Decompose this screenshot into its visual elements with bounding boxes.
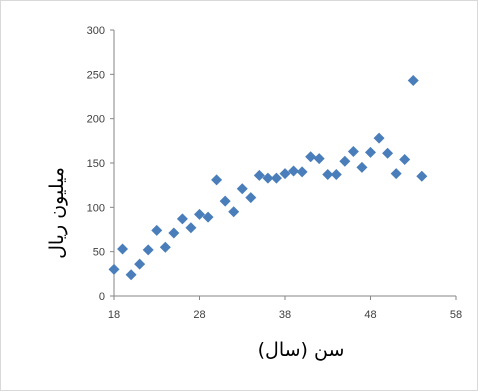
axes <box>110 29 457 300</box>
x-tick-label: 28 <box>193 309 205 321</box>
data-point <box>245 192 257 204</box>
y-tick-label: 0 <box>99 291 105 303</box>
data-point <box>142 244 154 256</box>
x-tick-label: 48 <box>364 309 376 321</box>
data-point <box>322 169 334 181</box>
x-tick-label: 18 <box>108 309 120 321</box>
data-point <box>194 208 205 220</box>
x-tick-label: 38 <box>279 309 291 321</box>
data-point <box>134 258 146 270</box>
y-tick-label: 200 <box>87 114 105 126</box>
data-point <box>228 206 240 218</box>
data-point <box>407 75 419 87</box>
data-point <box>185 222 197 234</box>
data-point <box>202 211 214 223</box>
data-point <box>262 172 274 184</box>
data-point <box>151 224 163 236</box>
data-point <box>117 243 129 255</box>
data-point <box>270 172 282 184</box>
data-point <box>330 169 342 181</box>
y-tick-label: 150 <box>87 158 105 170</box>
x-axis-title: سن (سال) <box>258 339 345 361</box>
data-point <box>313 153 325 165</box>
data-point <box>176 213 188 225</box>
x-tick-label: 58 <box>450 309 462 321</box>
y-tick-label: 250 <box>87 69 105 81</box>
data-point <box>399 153 411 165</box>
data-point <box>236 183 248 195</box>
data-point <box>125 269 137 281</box>
data-point <box>253 169 265 181</box>
data-points <box>108 75 428 281</box>
data-point <box>416 170 428 182</box>
data-point <box>339 155 351 167</box>
data-point <box>296 166 308 178</box>
tick-labels: 0 50 100 150 200 250 300 18 28 38 48 58 <box>87 25 462 321</box>
data-point <box>279 168 291 180</box>
data-point <box>159 241 171 253</box>
data-point <box>211 174 223 186</box>
data-point <box>365 146 376 158</box>
data-point <box>219 195 231 207</box>
data-point <box>390 168 402 180</box>
data-point <box>305 151 317 163</box>
data-point <box>373 132 385 144</box>
data-point <box>168 227 180 239</box>
data-point <box>382 147 394 159</box>
y-axis-title: میلیون ریال <box>46 167 68 259</box>
data-point <box>356 161 368 173</box>
y-tick-label: 100 <box>87 202 105 214</box>
data-point <box>347 145 359 157</box>
data-point <box>108 263 120 275</box>
data-point <box>288 165 300 177</box>
y-tick-label: 300 <box>87 25 105 37</box>
y-tick-label: 50 <box>93 247 105 259</box>
